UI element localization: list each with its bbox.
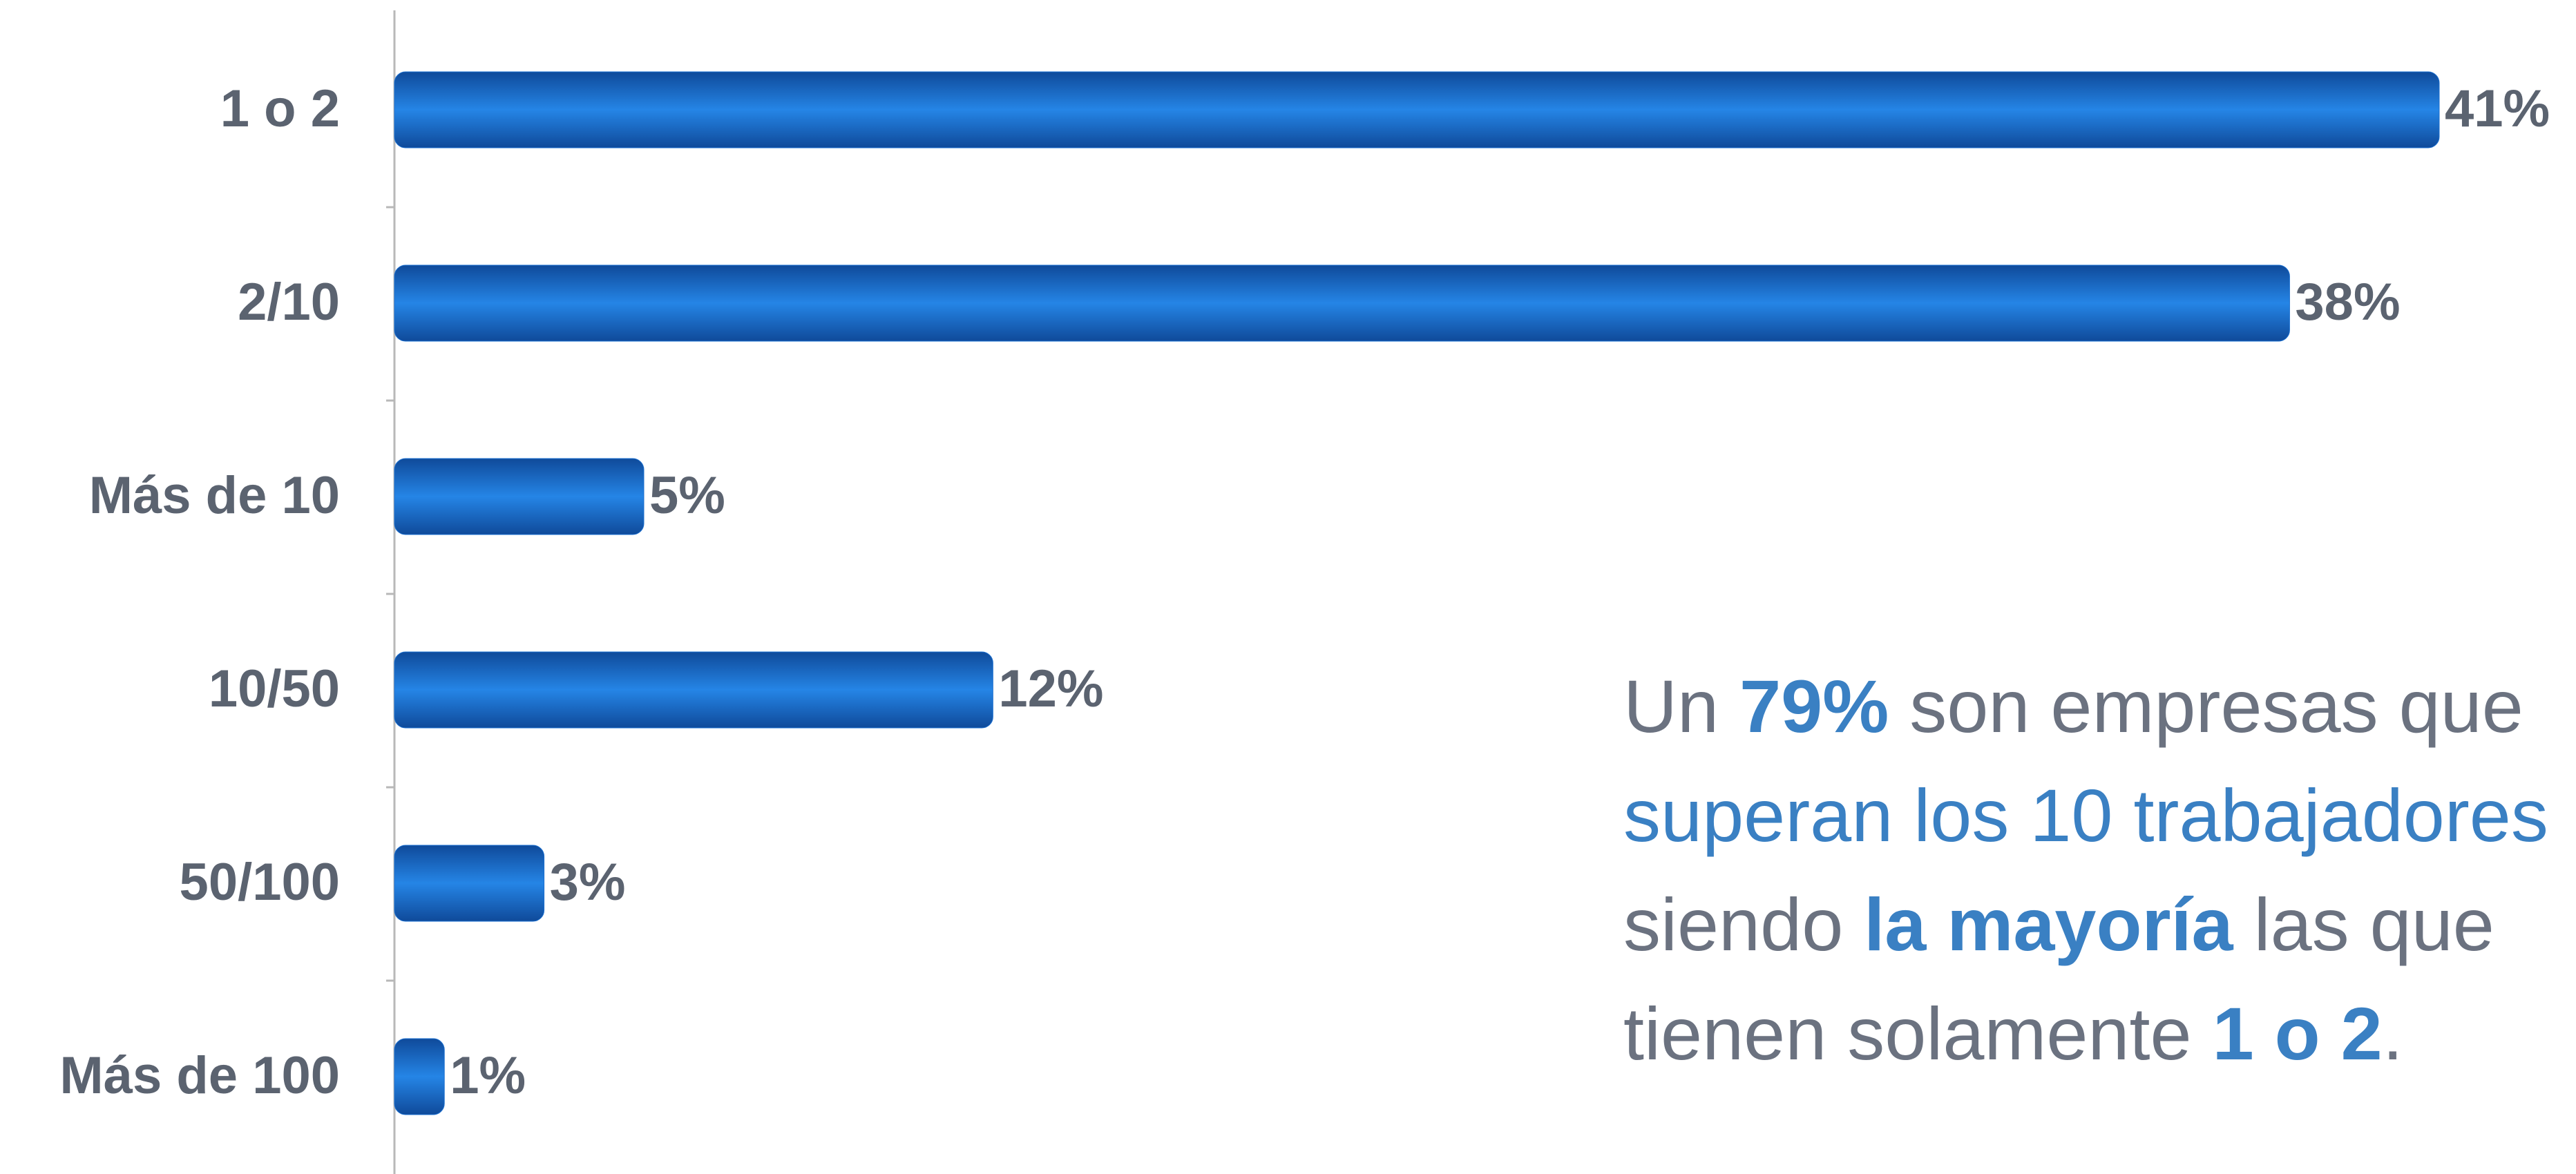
bar [394, 458, 645, 535]
value-label: 41% [2445, 79, 2550, 138]
category-label: 2/10 [238, 273, 340, 331]
bar [394, 845, 545, 922]
annotation-segment: 1 o 2 [2213, 992, 2383, 1075]
annotation-segment: . [2383, 992, 2403, 1075]
value-label: 12% [998, 660, 1103, 718]
value-label: 38% [2295, 273, 2400, 331]
annotation-line: siendo la mayoría las que [1623, 883, 2494, 966]
annotation-line: superan los 10 trabajadores [1623, 773, 2548, 857]
annotation-segment: las que [2233, 883, 2494, 966]
category-label: Más de 100 [59, 1046, 340, 1105]
annotation-segment: la mayoría [1864, 883, 2233, 966]
bar [394, 1038, 445, 1115]
annotation-line: Un 79% son empresas que [1623, 664, 2523, 748]
annotation-segment: superan los 10 trabajadores [1623, 773, 2548, 857]
annotation-segment: tienen solamente [1623, 992, 2213, 1075]
annotation-segment: Un [1623, 664, 1739, 748]
annotation-line: tienen solamente 1 o 2. [1623, 992, 2403, 1075]
annotation-segment: 79% [1739, 664, 1889, 748]
category-label: 1 o 2 [220, 79, 340, 138]
bar [394, 71, 2440, 148]
category-label: 50/100 [180, 853, 340, 912]
value-label: 1% [450, 1046, 526, 1105]
category-label: 10/50 [209, 660, 340, 718]
bar [394, 651, 993, 729]
annotation-segment: son empresas que [1889, 664, 2523, 748]
annotation-segment: siendo [1623, 883, 1864, 966]
bar [394, 264, 2290, 342]
value-label: 3% [550, 853, 626, 912]
value-label: 5% [649, 466, 725, 525]
category-label: Más de 10 [89, 466, 340, 525]
